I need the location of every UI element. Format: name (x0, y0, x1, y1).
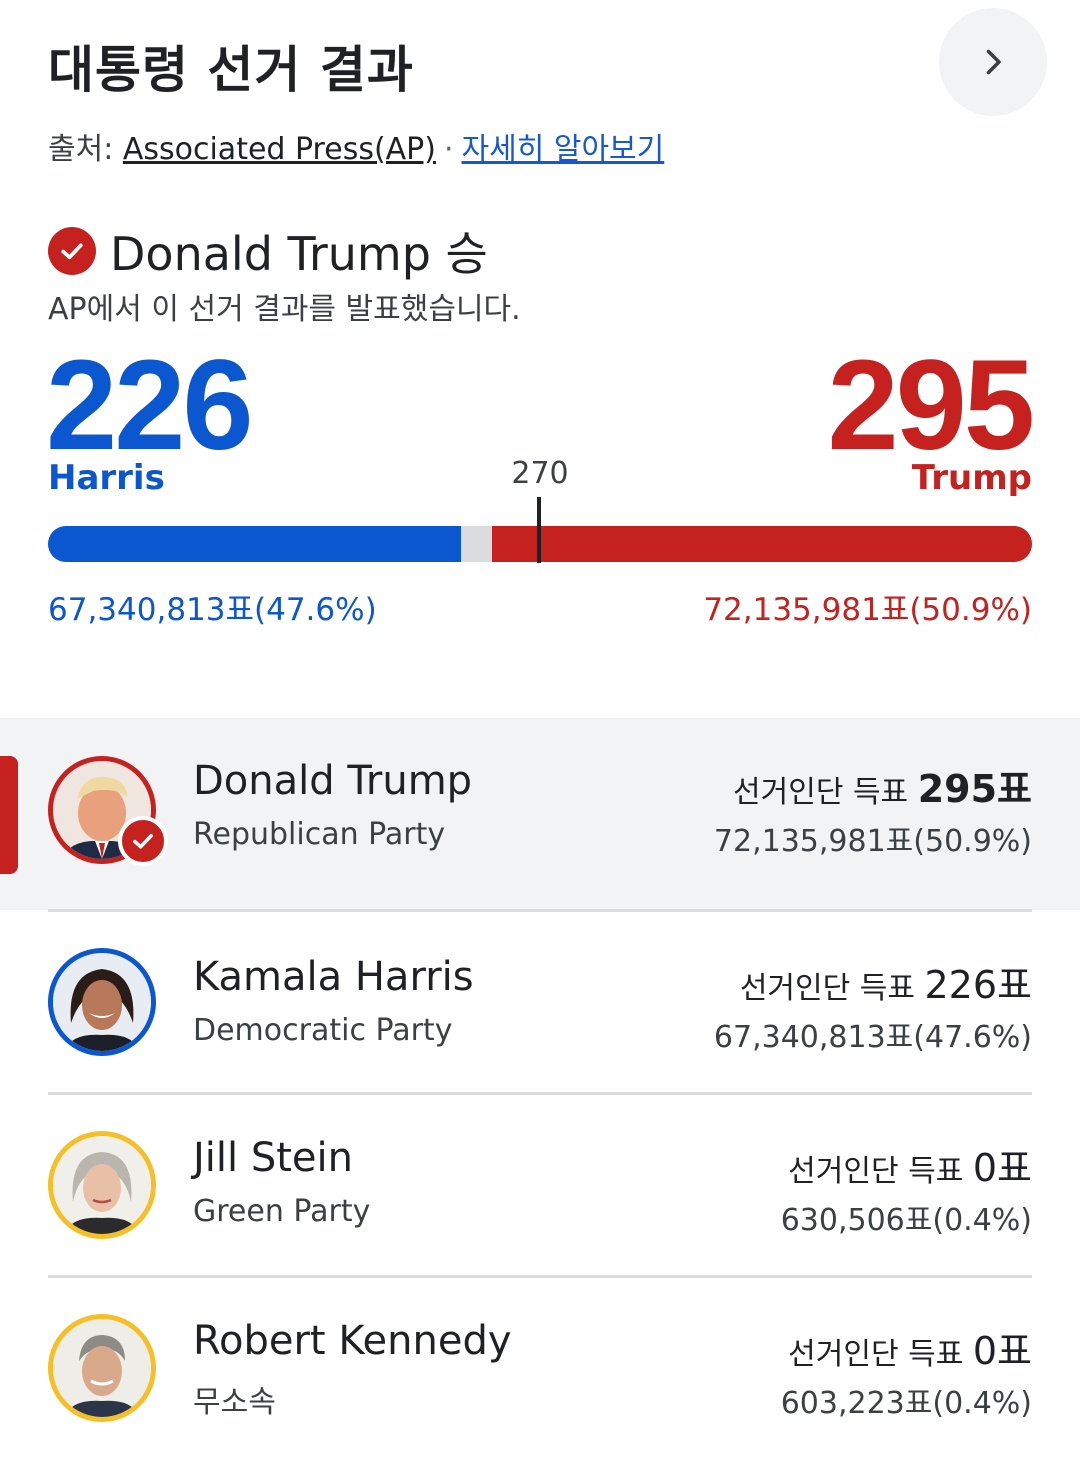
ev-label: 선거인단 득표 (739, 971, 925, 1006)
trump-label: Trump (911, 458, 1032, 498)
ev-value: 0표 (972, 1329, 1032, 1373)
candidate-popular-votes: 72,135,981표(50.9%) (713, 824, 1032, 859)
candidate-electoral-votes: 선거인단 득표 0표 (788, 1320, 1032, 1375)
candidate-row-stein[interactable]: Jill Stein Green Party 선거인단 득표 0표 630,50… (0, 1095, 1080, 1275)
candidate-name: Donald Trump (193, 758, 473, 804)
page-title: 대통령 선거 결과 (48, 41, 414, 99)
candidate-party: Democratic Party (193, 1013, 453, 1048)
candidate-electoral-votes: 선거인단 득표 226표 (740, 954, 1032, 1009)
ev-value: 295표 (917, 767, 1032, 811)
source-prefix: 출처: (48, 132, 123, 167)
avatar-trump (48, 756, 168, 866)
candidate-party: 무소속 (193, 1385, 276, 1420)
winner-banner: Donald Trump 승 (48, 218, 488, 284)
avatar-stein (48, 1131, 156, 1239)
row-divider (48, 909, 1032, 912)
more-results-button[interactable] (939, 8, 1047, 116)
democrat-bar-segment (48, 526, 462, 562)
source-link[interactable]: Associated Press(AP) (122, 132, 436, 167)
candidate-name: Robert Kennedy (193, 1318, 512, 1364)
source-separator: · (443, 132, 454, 167)
harris-label: Harris (48, 458, 165, 498)
candidate-row-harris[interactable]: Kamala Harris Democratic Party 선거인단 득표 2… (0, 912, 1080, 1092)
ev-label: 선거인단 득표 (788, 1337, 973, 1372)
chevron-right-icon (986, 49, 1001, 75)
row-divider (48, 1092, 1032, 1095)
trump-electoral-votes: 295 (827, 334, 1035, 477)
candidate-row-kennedy[interactable]: Robert Kennedy 무소속 선거인단 득표 0표 603,223표(0… (0, 1278, 1080, 1458)
portrait-stein (53, 1136, 151, 1234)
threshold-marker (537, 497, 541, 563)
candidate-row-trump[interactable]: Donald Trump Republican Party 선거인단 득표 29… (0, 718, 1080, 910)
avatar-harris (48, 948, 156, 1056)
candidate-party: Green Party (193, 1194, 371, 1229)
candidate-electoral-votes: 선거인단 득표 295표 (733, 758, 1032, 813)
harris-popular-votes: 67,340,813표(47.6%) (48, 592, 377, 628)
learn-more-link[interactable]: 자세히 알아보기 (461, 132, 665, 167)
threshold-label: 270 (511, 456, 569, 491)
avatar-kennedy (48, 1314, 156, 1422)
candidate-electoral-votes: 선거인단 득표 0표 (788, 1137, 1032, 1192)
selected-indicator (0, 756, 18, 874)
trump-popular-votes: 72,135,981표(50.9%) (703, 592, 1032, 628)
source-line: 출처: Associated Press(AP) · 자세히 알아보기 (48, 124, 664, 168)
republican-bar-segment (492, 526, 1032, 562)
candidate-popular-votes: 67,340,813표(47.6%) (713, 1020, 1032, 1055)
harris-electoral-votes: 226 (46, 334, 254, 477)
ev-label: 선거인단 득표 (733, 775, 918, 810)
candidate-name: Jill Stein (193, 1135, 353, 1181)
ev-value: 0표 (972, 1146, 1032, 1190)
candidate-popular-votes: 630,506표(0.4%) (780, 1203, 1032, 1238)
candidate-popular-votes: 603,223표(0.4%) (780, 1386, 1032, 1421)
winner-badge-icon (118, 816, 168, 866)
winner-check-icon (48, 227, 96, 275)
row-divider (48, 1275, 1032, 1278)
ev-label: 선거인단 득표 (788, 1154, 973, 1189)
winner-label: Donald Trump 승 (110, 227, 488, 281)
ev-value: 226표 (924, 963, 1033, 1007)
candidate-name: Kamala Harris (193, 954, 474, 1000)
portrait-kennedy (53, 1319, 151, 1417)
winner-subtitle: AP에서 이 선거 결과를 발표했습니다. (48, 292, 521, 327)
candidate-party: Republican Party (193, 817, 446, 852)
portrait-harris (53, 953, 151, 1051)
